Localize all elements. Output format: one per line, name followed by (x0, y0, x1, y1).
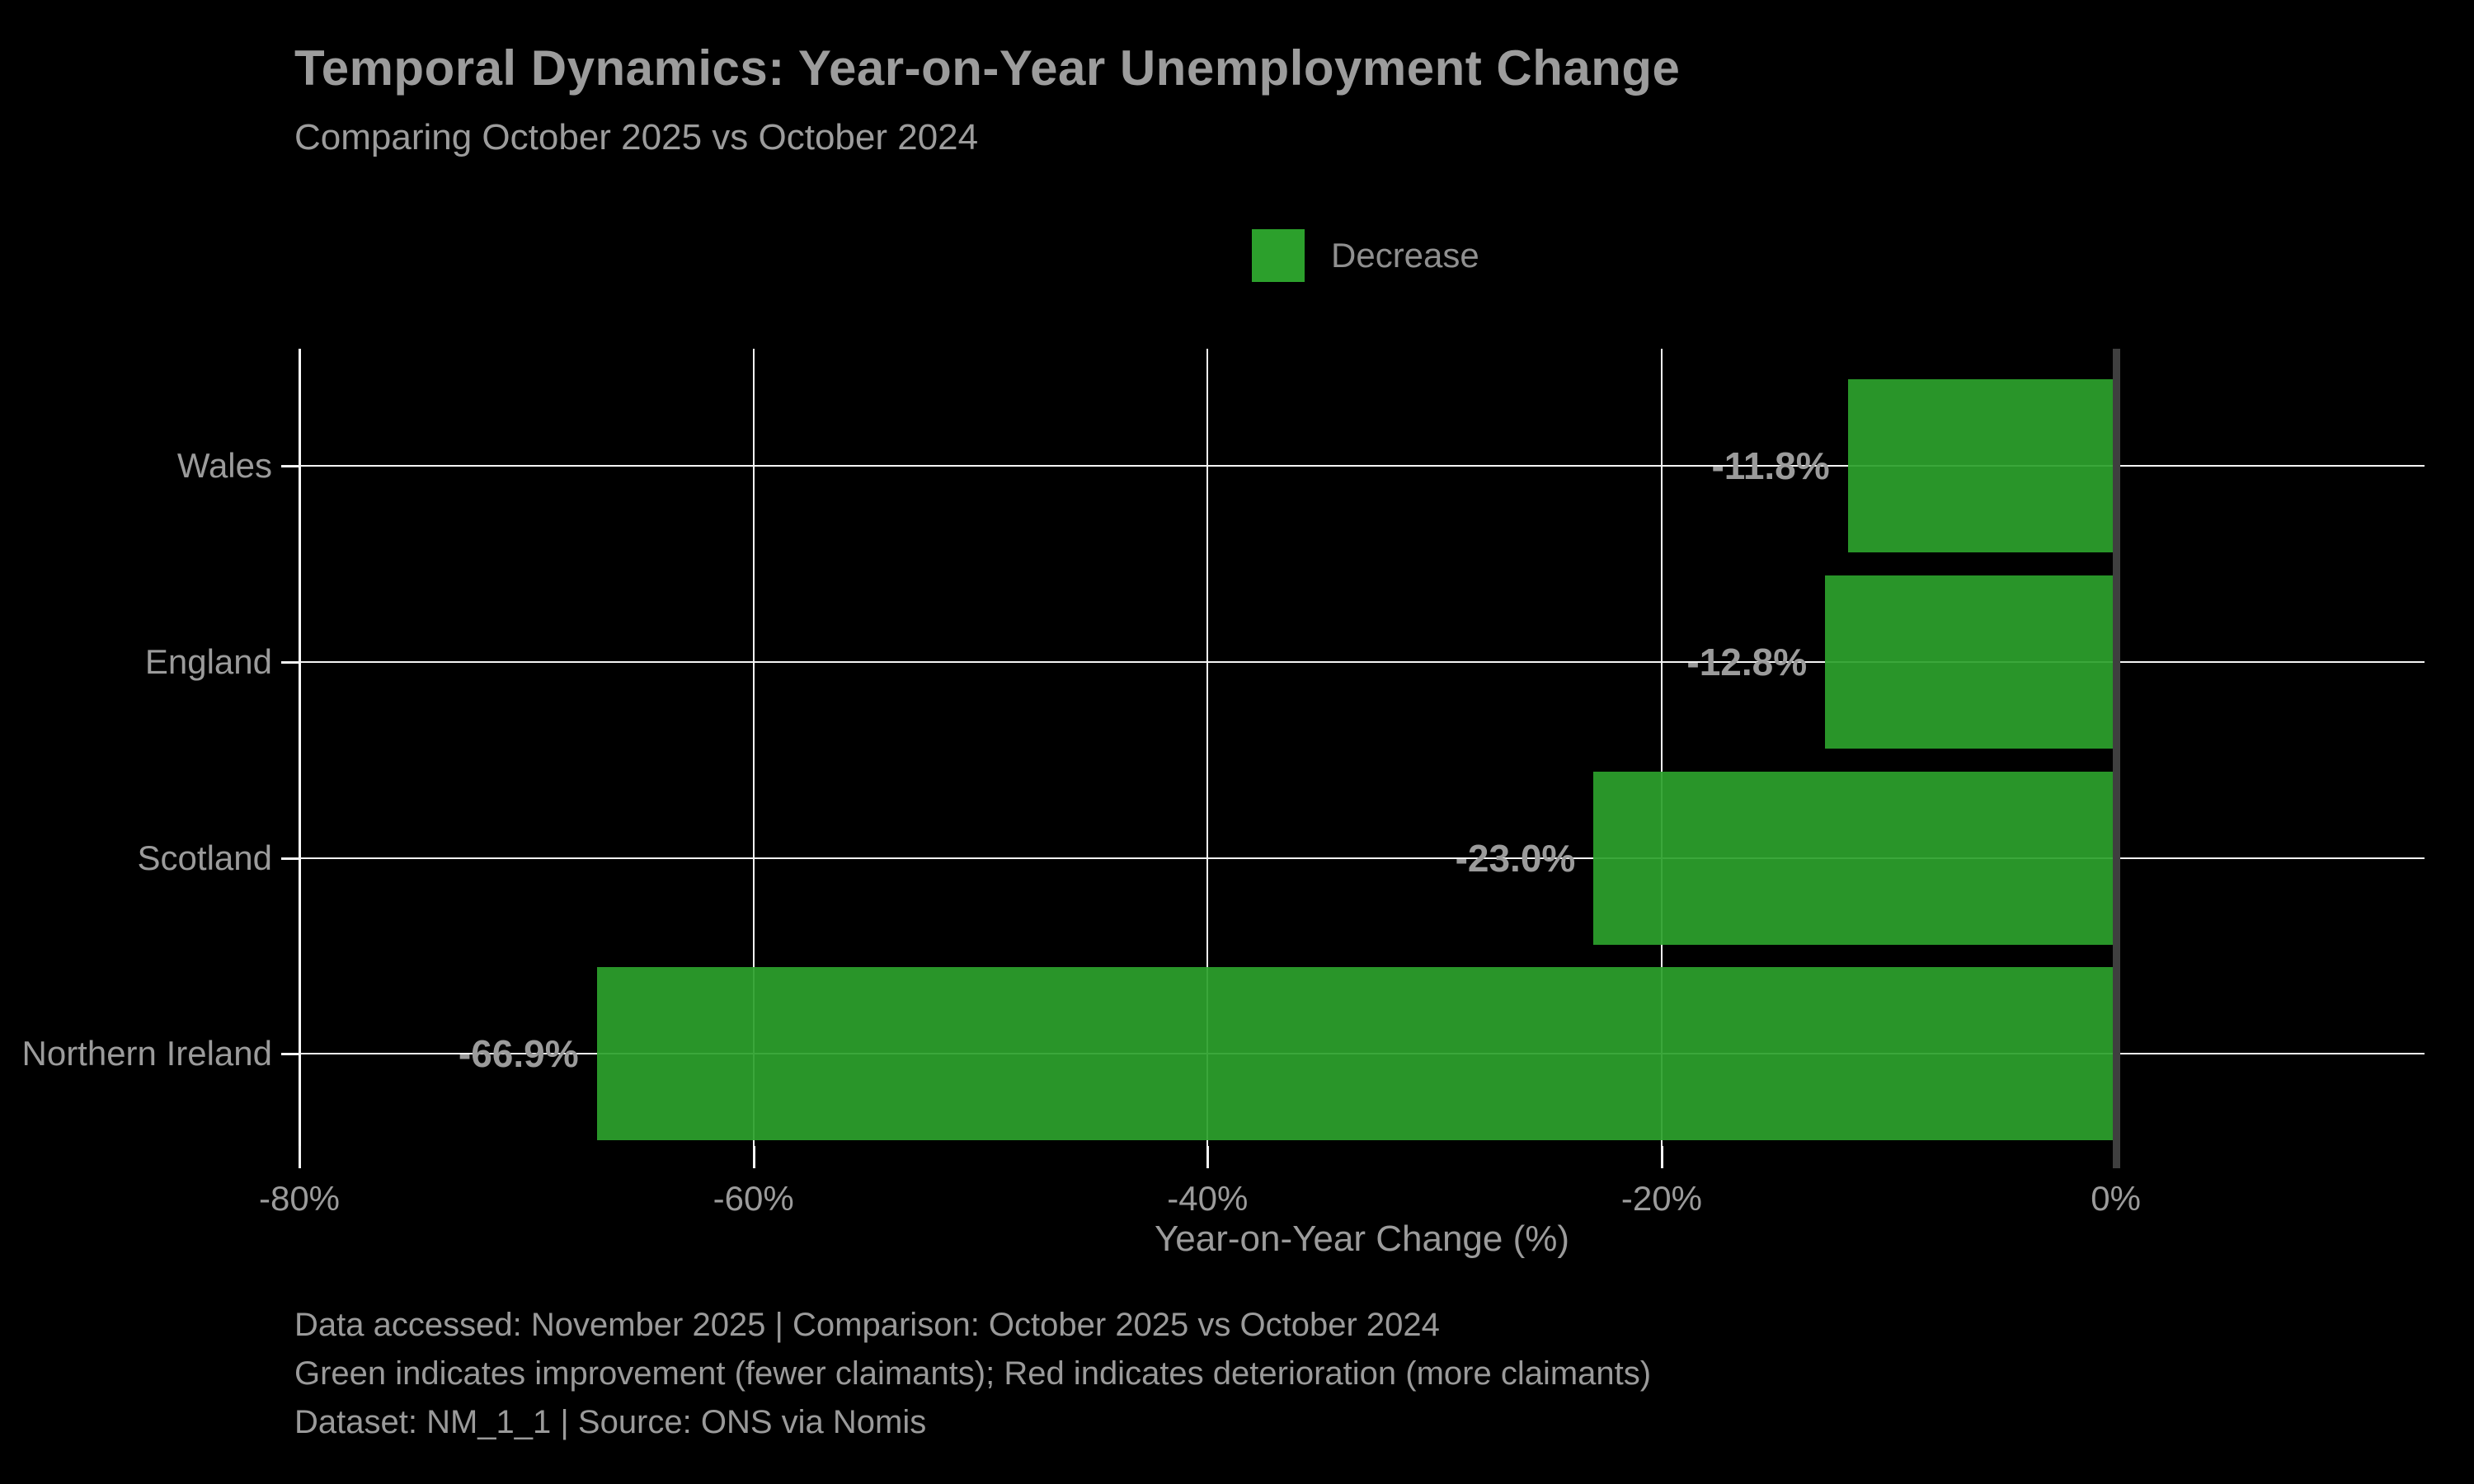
bar-value-label: -66.9% (458, 1032, 579, 1076)
bar-scotland (1593, 771, 2116, 945)
y-axis-category-label: Scotland (137, 838, 272, 877)
legend-swatch-decrease (1252, 229, 1305, 282)
x-axis-tick (752, 1146, 755, 1168)
gridline-vertical (752, 349, 755, 1146)
zero-reference-line (2112, 349, 2120, 1168)
gridline-vertical (1206, 349, 1209, 1146)
y-axis-tick (281, 1053, 299, 1056)
bar-value-label: -12.8% (1686, 640, 1808, 683)
y-axis-category-label: England (144, 641, 272, 681)
chart-footer: Data accessed: November 2025 | Compariso… (294, 1301, 1651, 1447)
bar-value-label: -23.0% (1455, 836, 1576, 880)
plot-area: Wales England Scotland Northern Ireland -80%… (22, 349, 2425, 1218)
chart-title: Temporal Dynamics: Year-on-Year Unemploy… (294, 40, 1681, 96)
footer-line-data-accessed: Data accessed: November 2025 | Compariso… (294, 1307, 1440, 1343)
gridline-horizontal (299, 857, 2425, 859)
bar-wales (1847, 378, 2116, 552)
chart-subtitle: Comparing October 2025 vs October 2024 (294, 117, 979, 157)
x-axis-tick (1660, 1146, 1663, 1168)
x-axis-tick-label: -40% (1167, 1179, 1249, 1218)
x-axis-tick-label: 0% (2091, 1179, 2141, 1218)
x-axis-tick (1206, 1146, 1210, 1168)
x-axis-tick-label: -80% (258, 1179, 341, 1218)
y-axis-category-label: Wales (176, 445, 272, 485)
bar-northern-ireland (596, 967, 2116, 1141)
y-axis-category-label: Northern Ireland (21, 1034, 273, 1073)
x-axis-tick-label: -20% (1620, 1179, 1702, 1218)
gridline-horizontal (299, 464, 2425, 467)
x-axis-tick-label: -60% (713, 1179, 794, 1218)
bar-england (1825, 575, 2116, 749)
bar-value-label: -11.8% (1711, 444, 1830, 487)
x-axis-title: Year-on-Year Change (%) (1154, 1219, 1570, 1259)
legend-label-decrease: Decrease (1331, 236, 1479, 275)
gridline-vertical (1660, 349, 1663, 1146)
gridline-horizontal (299, 660, 2425, 663)
y-axis-tick (281, 857, 299, 860)
footer-line-dataset-source: Dataset: NM_1_1 | Source: ONS via Nomis (294, 1404, 927, 1440)
y-axis-tick (281, 660, 299, 664)
y-axis-spine (299, 349, 301, 1146)
x-axis-tick (299, 1146, 301, 1168)
footer-line-color-note: Green indicates improvement (fewer claim… (294, 1355, 1652, 1392)
legend: Decrease (1252, 229, 1479, 282)
y-axis-tick (281, 464, 299, 467)
